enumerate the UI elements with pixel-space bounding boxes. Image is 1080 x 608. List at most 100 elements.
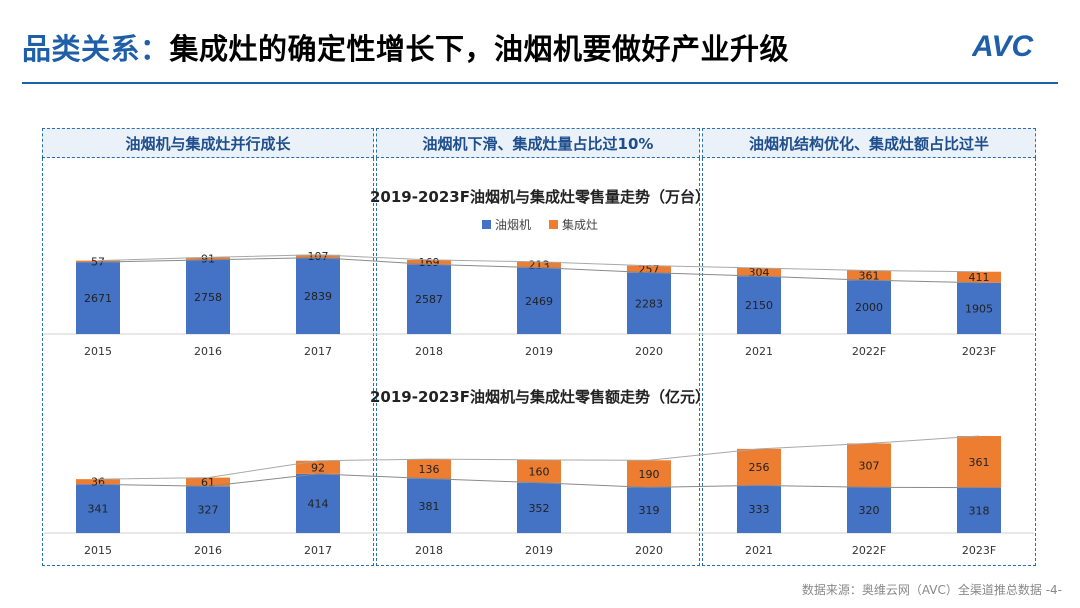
title-prefix: 品类关系： [22,32,170,66]
value-tick-2016: 2016 [194,544,222,557]
volume-bar-stove-2018 [407,259,451,265]
volume-bar-hood-2023F [957,282,1001,334]
value-label-stove-2015: 36 [91,476,105,489]
value-label-hood-2019: 352 [529,502,550,515]
volume-label-hood-2016: 2758 [194,291,222,304]
value-bar-stove-2021 [737,448,781,486]
volume-tick-2016: 2016 [194,345,222,358]
value-bar-hood-2017 [296,473,340,533]
volume-tick-2015: 2015 [84,345,112,358]
volume-label-hood-2015: 2671 [84,292,112,305]
volume-bar-hood-2017 [296,257,340,334]
volume-label-hood-2020: 2283 [635,297,663,310]
value-bar-stove-2016 [186,477,230,487]
volume-bar-hood-2018 [407,264,451,334]
value-bar-hood-2023F [957,487,1001,533]
value-label-stove-2021: 256 [749,461,770,474]
legend-item-stove: 集成灶 [549,216,598,233]
volume-label-stove-2016: 91 [201,253,215,266]
volume-tick-2022F: 2022F [852,345,886,358]
value-label-stove-2020: 190 [639,468,660,481]
value-label-hood-2020: 319 [639,504,660,517]
value-bar-stove-2022F [847,443,891,488]
value-tick-2018: 2018 [415,544,443,557]
volume-bar-stove-2015 [76,260,120,263]
value-bar-stove-2023F [957,436,1001,488]
logo-text: AVC [972,30,1034,62]
volume-bar-hood-2015 [76,262,120,334]
value-bar-hood-2020 [627,487,671,533]
volume-label-hood-2023F: 1905 [965,302,993,315]
value-tick-2021: 2021 [745,544,773,557]
value-tick-2023F: 2023F [962,544,996,557]
value-tick-2019: 2019 [525,544,553,557]
volume-label-stove-2017: 107 [308,250,329,263]
volume-label-hood-2021: 2150 [745,299,773,312]
legend-swatch-hood [481,220,491,229]
page-title: 品类关系：集成灶的确定性增长下，油烟机要做好产业升级 [22,26,789,68]
avc-logo: AVC [972,30,1034,62]
chart-title-volume: 2019-2023F油烟机与集成灶零售量走势（万台） [370,188,710,206]
volume-bar-hood-2021 [737,276,781,334]
legend-label-stove: 集成灶 [562,218,599,232]
value-trend-hood [97,473,980,489]
value-tick-2022F: 2022F [852,544,886,557]
value-bar-stove-2019 [517,459,561,483]
value-label-stove-2017: 92 [311,461,325,474]
value-label-stove-2018: 136 [419,463,440,476]
value-bar-hood-2019 [517,482,561,533]
volume-bar-hood-2019 [517,267,561,334]
volume-bar-hood-2016 [186,259,230,334]
value-label-hood-2015: 341 [88,503,109,516]
volume-tick-2017: 2017 [304,345,332,358]
value-bar-hood-2015 [76,484,120,533]
volume-bar-stove-2019 [517,261,561,268]
volume-trend-hood [97,257,980,284]
chart-legend: 油烟机 集成灶 [0,216,1080,233]
volume-tick-2021: 2021 [745,345,773,358]
source-note: 数据来源：奥维云网（AVC）全渠道推总数据 -4- [801,583,1062,597]
value-bar-stove-2018 [407,459,451,479]
volume-label-hood-2019: 2469 [525,295,553,308]
volume-tick-2020: 2020 [635,345,663,358]
value-tick-2020: 2020 [635,544,663,557]
volume-bar-stove-2016 [186,257,230,260]
chart-title-value: 2019-2023F油烟机与集成灶零售额走势（亿元） [370,388,710,406]
value-bar-stove-2017 [296,460,340,474]
volume-label-hood-2022F: 2000 [855,301,883,314]
volume-tick-2023F: 2023F [962,345,996,358]
volume-label-stove-2019: 213 [529,259,550,272]
value-label-stove-2019: 160 [529,465,550,478]
value-bar-stove-2015 [76,479,120,485]
value-label-hood-2021: 333 [749,503,770,516]
volume-bar-stove-2020 [627,265,671,273]
title-divider [22,82,1058,84]
volume-label-hood-2018: 2587 [415,293,443,306]
volume-bar-stove-2023F [957,271,1001,283]
value-bar-hood-2018 [407,478,451,533]
volume-label-hood-2017: 2839 [304,290,332,303]
title-main: 集成灶的确定性增长下，油烟机要做好产业升级 [169,32,790,66]
value-bar-hood-2022F [847,487,891,533]
legend-label-hood: 油烟机 [494,218,531,232]
legend-item-hood: 油烟机 [481,216,531,233]
volume-label-stove-2018: 169 [419,256,440,269]
volume-label-stove-2023F: 411 [969,271,990,284]
panel-header-2: 油烟机下滑、集成灶量占比过10% [376,128,700,158]
volume-label-stove-2022F: 361 [859,269,880,282]
value-label-stove-2023F: 361 [969,456,990,469]
volume-bar-stove-2022F [847,270,891,281]
volume-bar-hood-2022F [847,280,891,334]
volume-bar-hood-2020 [627,272,671,334]
legend-swatch-stove [549,220,558,229]
value-tick-2015: 2015 [84,544,112,557]
volume-bar-stove-2017 [296,254,340,258]
value-label-hood-2017: 414 [308,497,329,510]
value-bar-stove-2020 [627,460,671,488]
value-bar-hood-2021 [737,485,781,533]
value-label-hood-2018: 381 [419,500,440,513]
value-label-hood-2022F: 320 [859,504,880,517]
value-label-hood-2016: 327 [198,504,219,517]
panel-header-1: 油烟机与集成灶并行成长 [42,128,374,158]
